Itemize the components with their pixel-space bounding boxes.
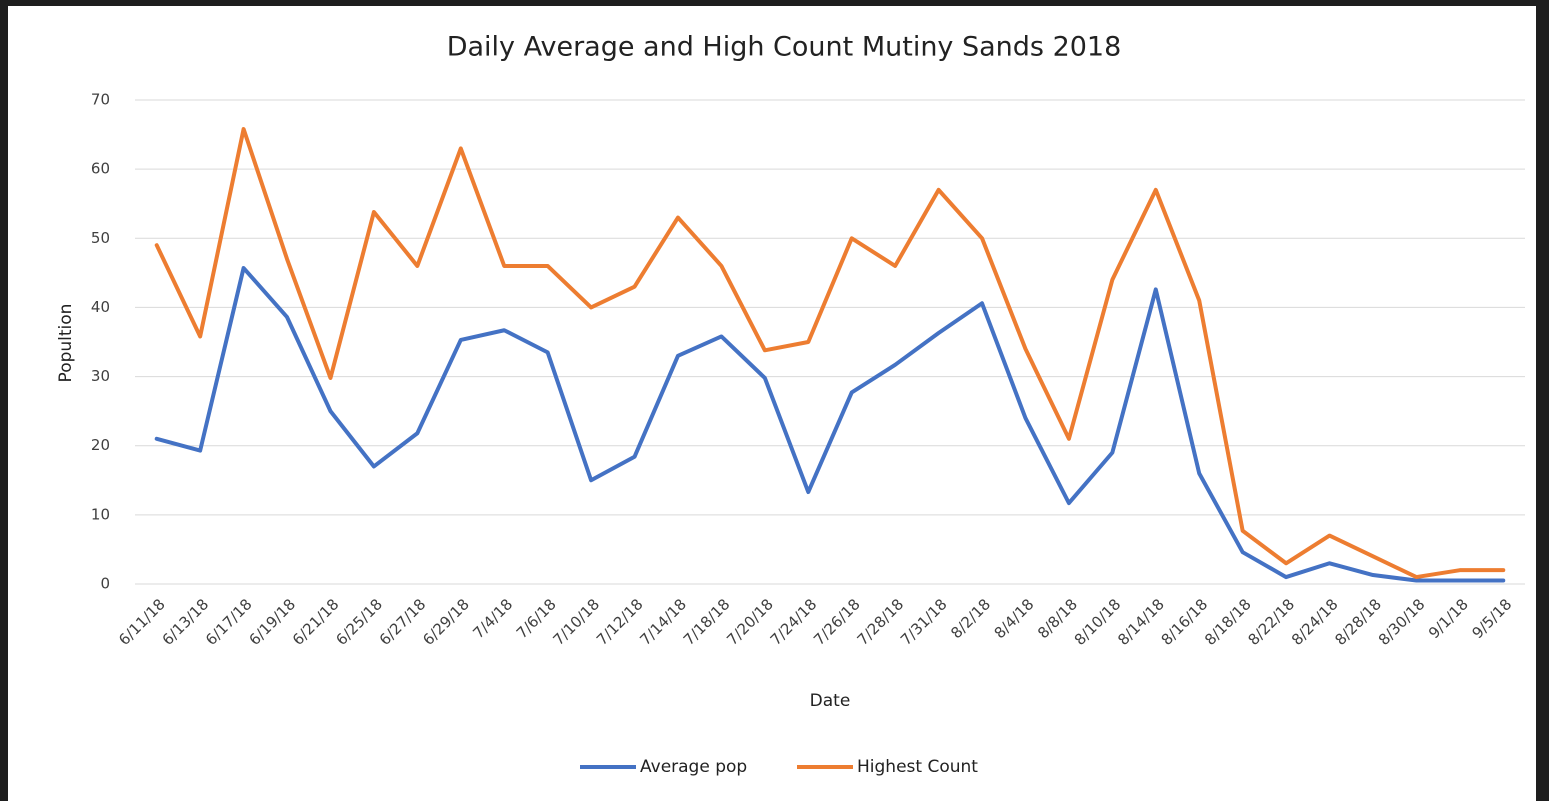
x-axis-label: Date bbox=[810, 691, 851, 711]
y-tick-label: 60 bbox=[91, 160, 110, 178]
legend-label: Average pop bbox=[640, 757, 747, 777]
y-tick-label: 30 bbox=[91, 367, 110, 385]
series-line bbox=[154, 266, 1506, 583]
chart-background bbox=[8, 6, 1536, 801]
y-tick-label: 0 bbox=[100, 575, 110, 593]
y-tick-label: 50 bbox=[91, 229, 110, 247]
series-line bbox=[154, 127, 1506, 580]
y-tick-label: 10 bbox=[91, 505, 110, 523]
y-tick-label: 70 bbox=[91, 91, 110, 109]
legend-label: Highest Count bbox=[857, 757, 978, 777]
chart-title: Daily Average and High Count Mutiny Sand… bbox=[447, 32, 1122, 63]
y-tick-label: 20 bbox=[91, 436, 110, 454]
y-tick-label: 40 bbox=[91, 298, 110, 316]
y-axis-label: Popultion bbox=[56, 304, 76, 383]
